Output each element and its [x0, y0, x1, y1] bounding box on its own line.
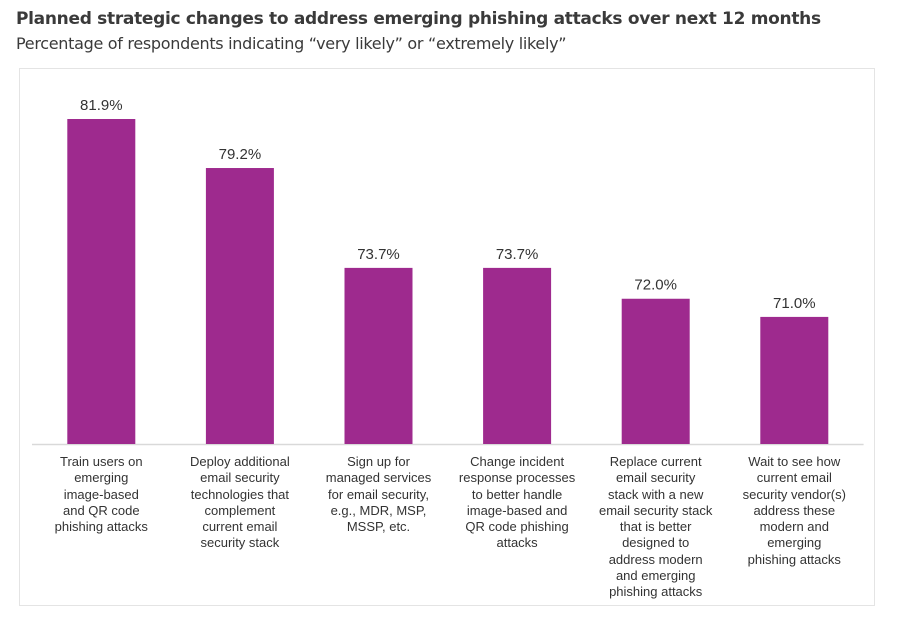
- category-label-line: security vendor(s): [742, 486, 846, 502]
- chart-title: Planned strategic changes to address eme…: [16, 9, 821, 29]
- data-label-4: 73.7%: [496, 246, 539, 263]
- category-label-line: emerging: [74, 470, 129, 486]
- category-label-line: technologies that: [190, 486, 290, 502]
- category-label-line: for email security,: [328, 486, 429, 502]
- category-label-line: Replace current: [609, 454, 702, 469]
- chart-subtitle: Percentage of respondents indicating “ve…: [16, 34, 567, 53]
- data-label-1: 81.9%: [80, 97, 123, 114]
- category-label-line: current email: [202, 519, 278, 535]
- category-label-line: and QR code: [62, 502, 140, 518]
- category-label-line: phishing attacks: [54, 519, 148, 535]
- category-label-5: Replace current email security stack with …: [591, 454, 721, 601]
- data-label-5: 72.0%: [634, 277, 677, 294]
- data-label-2: 79.2%: [219, 146, 262, 163]
- category-label-line: email security: [615, 470, 696, 486]
- bar-4: [483, 267, 552, 444]
- category-label-line: image-based and: [466, 502, 568, 518]
- category-label-line: attacks: [496, 535, 538, 551]
- chart-frame: [19, 68, 875, 606]
- category-label-line: response processes: [458, 470, 576, 486]
- category-label-1: Train users on emerging image-based and QR …: [36, 454, 166, 535]
- category-label-line: stack with a new: [608, 486, 704, 502]
- category-label-line: MSSP, etc.: [346, 519, 411, 535]
- category-label-line: managed services: [325, 470, 432, 486]
- category-label-line: Wait to see how: [748, 454, 841, 469]
- category-label-line: Change incident: [470, 454, 565, 469]
- category-label-4: Change incident response processes to bett…: [452, 454, 582, 552]
- category-label-line: designed to: [622, 535, 690, 551]
- bar-5: [621, 298, 690, 444]
- category-label-line: e.g., MDR, MSP,: [330, 502, 427, 518]
- category-label-line: current email: [756, 470, 832, 486]
- category-label-line: QR code phishing: [465, 519, 569, 535]
- bar-2: [205, 168, 274, 444]
- category-label-line: and emerging: [615, 568, 696, 584]
- category-label-2: Deploy additional email security technolog…: [175, 454, 305, 552]
- category-label-line: Deploy additional: [190, 454, 290, 469]
- category-label-line: security stack: [200, 535, 280, 551]
- bar-3: [344, 267, 413, 444]
- data-label-3: 73.7%: [357, 246, 400, 263]
- bar-6: [760, 316, 829, 444]
- category-label-line: Sign up for: [347, 454, 410, 469]
- category-label-line: phishing attacks: [609, 584, 703, 600]
- category-label-line: email security: [200, 470, 280, 486]
- category-label-line: address modern: [608, 551, 703, 567]
- bar-1: [67, 119, 136, 444]
- category-label-line: Train users on: [59, 454, 143, 469]
- category-label-line: image-based: [63, 486, 139, 502]
- category-label-6: Wait to see how current email security ven…: [729, 454, 859, 568]
- category-label-line: email security stack: [598, 502, 713, 518]
- category-label-line: that is better: [619, 519, 692, 535]
- category-label-line: modern and: [759, 519, 829, 535]
- category-label-line: to better handle: [471, 486, 563, 502]
- category-label-line: emerging: [767, 535, 822, 551]
- category-label-line: address these: [753, 502, 836, 518]
- data-label-6: 71.0%: [773, 295, 816, 312]
- category-label-3: Sign up for managed services for email sec…: [314, 454, 444, 535]
- category-label-line: phishing attacks: [747, 551, 841, 567]
- category-label-line: complement: [204, 502, 276, 518]
